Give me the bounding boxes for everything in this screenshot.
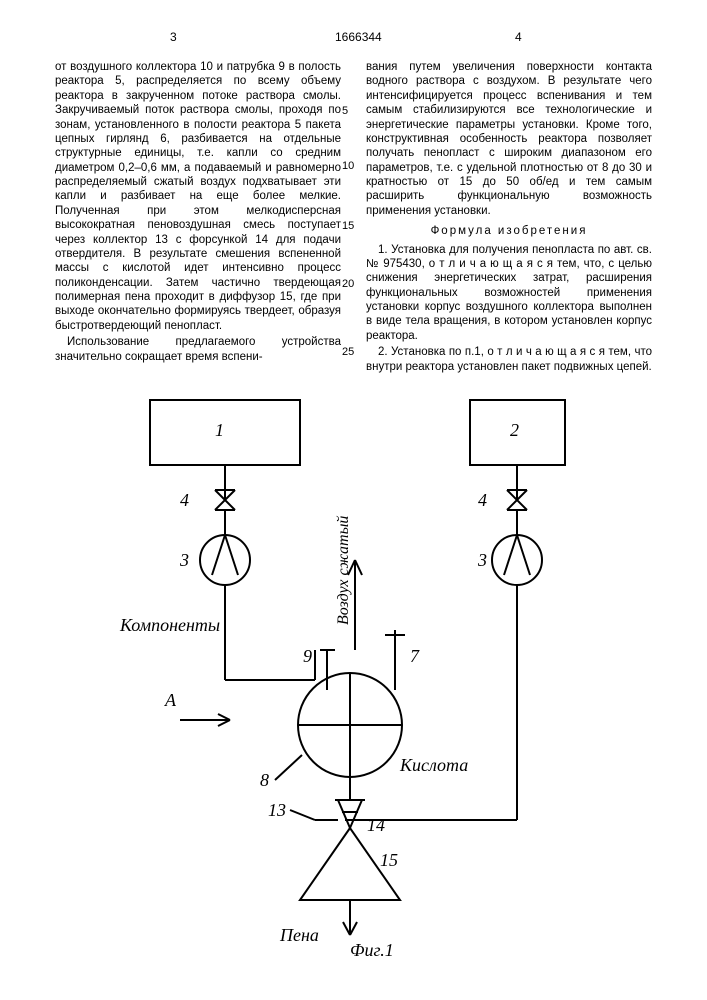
label-9: 9 <box>303 646 312 667</box>
label-4: 4 <box>180 490 189 511</box>
label-15: 15 <box>380 850 398 871</box>
paragraph: вания путем увеличения поверхности конта… <box>366 60 652 218</box>
page-number-left: 3 <box>170 30 177 44</box>
claim: 1. Установка для получения пенопласта по… <box>366 243 652 344</box>
label-13: 13 <box>268 800 286 821</box>
claim: 2. Установка по п.1, о т л и ч а ю щ а я… <box>366 345 652 374</box>
label-1: 1 <box>215 420 224 441</box>
label-3: 3 <box>180 550 189 571</box>
label-vozduh: Воздух сжатый <box>335 516 353 625</box>
label-pena: Пена <box>280 925 319 946</box>
figure-caption: Фиг.1 <box>350 940 394 961</box>
formula-title: Формула изобретения <box>366 224 652 238</box>
patent-number: 1666344 <box>335 30 382 44</box>
diagram-svg <box>120 390 590 970</box>
paragraph: от воздушного коллектора 10 и патрубка 9… <box>55 60 341 333</box>
label-2: 2 <box>510 420 519 441</box>
label-komponenty: Компоненты <box>120 615 220 636</box>
right-column: вания путем увеличения поверхности конта… <box>366 60 652 374</box>
label-A: А <box>165 690 176 711</box>
label-kislota: Кислота <box>400 755 468 776</box>
label-7: 7 <box>410 646 419 667</box>
text-columns: от воздушного коллектора 10 и патрубка 9… <box>55 60 652 374</box>
label-8: 8 <box>260 770 269 791</box>
label-4: 4 <box>478 490 487 511</box>
figure-1: 1 2 3 3 4 4 7 8 9 13 14 15 Компоненты Во… <box>120 390 590 970</box>
label-3: 3 <box>478 550 487 571</box>
left-column: от воздушного коллектора 10 и патрубка 9… <box>55 60 341 374</box>
label-14: 14 <box>367 815 385 836</box>
page-number-right: 4 <box>515 30 522 44</box>
paragraph: Использование предлагаемого устройства з… <box>55 335 341 364</box>
